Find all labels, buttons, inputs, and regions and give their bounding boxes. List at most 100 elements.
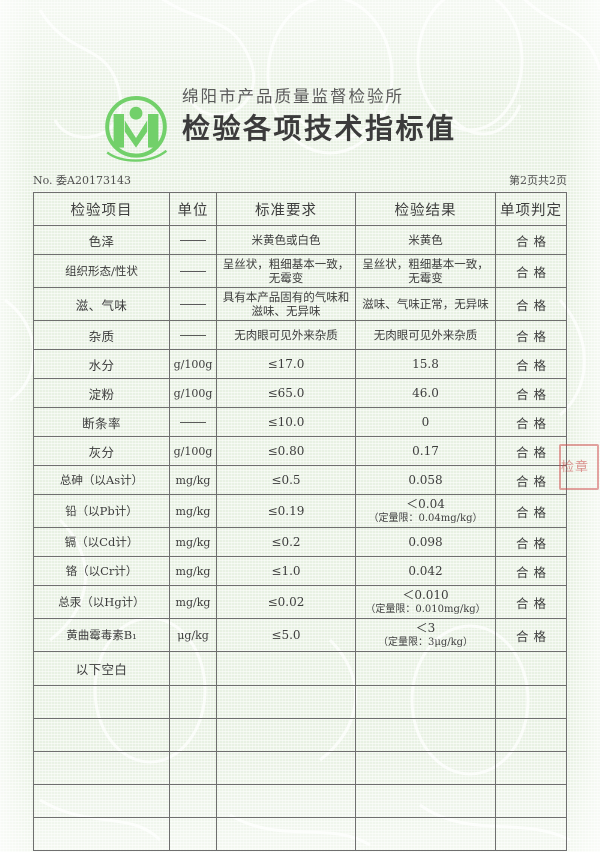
empty-cell (216, 817, 356, 851)
cell-item: 杂质 (33, 320, 170, 350)
result-quantitation-limit: （定量限：0.04mg/kg） (368, 512, 483, 524)
column-header-judgement: 单项判定 (495, 192, 567, 226)
empty-cell (33, 751, 170, 785)
table-header-row: 检验项目 单位 标准要求 检验结果 单项判定 (33, 192, 567, 226)
empty-row (33, 751, 567, 785)
cell-item: 组织形态/性状 (33, 254, 170, 288)
cell-result: 0.042 (355, 556, 496, 586)
cell-result: ＜3 （定量限：3μg/kg） (355, 618, 496, 652)
cell-item: 灰分 (33, 436, 170, 466)
result-value: ＜0.010 (402, 588, 449, 603)
blank-marker-row: 以下空白 (33, 651, 567, 686)
dash-icon (180, 335, 206, 336)
dash-icon (180, 271, 206, 272)
cell-unit: mg/kg (169, 585, 217, 619)
cell-standard: 米黄色或白色 (216, 225, 356, 255)
empty-cell-judgement (495, 651, 567, 686)
cell-standard: ≤5.0 (216, 618, 356, 652)
cell-standard: 呈丝状，粗细基本一致，无霉变 (216, 254, 356, 288)
cell-judgement: 合格 (495, 254, 567, 288)
table-row: 灰分 g/100g ≤0.80 0.17 合格 (33, 436, 567, 466)
cell-unit (169, 320, 217, 350)
table-row: 总砷（以As计） mg/kg ≤0.5 0.058 合格 (33, 465, 567, 495)
dash-icon (180, 304, 206, 305)
cell-result: 滋味、气味正常，无异味 (355, 287, 496, 321)
empty-cell (169, 751, 217, 785)
empty-cell (169, 817, 217, 851)
cell-item: 色泽 (33, 225, 170, 255)
empty-cell (33, 784, 170, 818)
cell-result: 0 (355, 407, 496, 437)
cell-unit (169, 225, 217, 255)
empty-cell (216, 751, 356, 785)
table-row: 杂质 无肉眼可见外来杂质 无肉眼可见外来杂质 合格 (33, 320, 567, 350)
dash-icon (180, 422, 206, 423)
cell-judgement: 合格 (495, 556, 567, 586)
empty-row (33, 718, 567, 752)
cell-standard: ≤0.19 (216, 494, 356, 528)
cell-judgement: 合格 (495, 407, 567, 437)
cell-result: 0.17 (355, 436, 496, 466)
empty-cell (33, 817, 170, 851)
empty-cell (33, 718, 170, 752)
empty-cell-result (355, 651, 496, 686)
page-number: 第2页共2页 (509, 174, 567, 187)
cell-unit: g/100g (169, 436, 217, 466)
cell-standard: ≤0.80 (216, 436, 356, 466)
result-value: ＜0.04 (406, 497, 445, 512)
cell-item: 水分 (33, 349, 170, 379)
cell-judgement: 合格 (495, 494, 567, 528)
table-row: 铬（以Cr计） mg/kg ≤1.0 0.042 合格 (33, 556, 567, 586)
table-row: 断条率 ≤10.0 0 合格 (33, 407, 567, 437)
cell-unit: g/100g (169, 349, 217, 379)
cell-standard: ≤65.0 (216, 378, 356, 408)
cell-standard: ≤10.0 (216, 407, 356, 437)
cell-judgement: 合格 (495, 287, 567, 321)
empty-cell (169, 718, 217, 752)
cell-standard: ≤0.02 (216, 585, 356, 619)
cell-standard: 无肉眼可见外来杂质 (216, 320, 356, 350)
cell-judgement: 合格 (495, 465, 567, 495)
column-header-result: 检验结果 (355, 192, 496, 226)
cell-result: ＜0.010 （定量限：0.010mg/kg） (355, 585, 496, 619)
table-row: 淀粉 g/100g ≤65.0 46.0 合格 (33, 378, 567, 408)
cell-judgement: 合格 (495, 378, 567, 408)
empty-row (33, 685, 567, 719)
table-body: 色泽 米黄色或白色 米黄色 合格 组织形态/性状 呈丝状，粗细基本一致，无霉变 呈丝状，粗细… (33, 225, 567, 851)
document-title: 检验各项技术指标值 (182, 112, 457, 146)
empty-cell (355, 817, 496, 851)
inspection-institute-logo-icon (105, 96, 168, 162)
cell-standard: ≤0.5 (216, 465, 356, 495)
dash-icon (180, 240, 206, 241)
cell-result: 呈丝状，粗细基本一致，无霉变 (355, 254, 496, 288)
cell-judgement: 合格 (495, 349, 567, 379)
empty-cell (495, 751, 567, 785)
cell-result: 46.0 (355, 378, 496, 408)
result-quantitation-limit: （定量限：3μg/kg） (377, 636, 474, 648)
empty-cell-standard (216, 651, 356, 686)
empty-cell (495, 718, 567, 752)
cell-unit: mg/kg (169, 465, 217, 495)
cell-result: 无肉眼可见外来杂质 (355, 320, 496, 350)
cell-standard: ≤17.0 (216, 349, 356, 379)
cell-judgement: 合格 (495, 585, 567, 619)
cell-unit: mg/kg (169, 527, 217, 557)
document-number: No. 委A20173143 (33, 174, 131, 187)
empty-cell (495, 784, 567, 818)
table-row: 黄曲霉毒素B₁ μg/kg ≤5.0 ＜3 （定量限：3μg/kg） 合格 (33, 618, 567, 652)
empty-cell (495, 817, 567, 851)
cell-item: 铬（以Cr计） (33, 556, 170, 586)
document-header: 绵阳市产品质量监督检验所 检验各项技术指标值 (0, 78, 600, 174)
cell-unit: μg/kg (169, 618, 217, 652)
cell-result: 15.8 (355, 349, 496, 379)
empty-row (33, 784, 567, 818)
cell-item: 黄曲霉毒素B₁ (33, 618, 170, 652)
result-value: ＜3 (415, 621, 436, 636)
column-header-item: 检验项目 (33, 192, 170, 226)
cell-standard: ≤0.2 (216, 527, 356, 557)
cell-unit: mg/kg (169, 556, 217, 586)
cell-item: 铅（以Pb计） (33, 494, 170, 528)
empty-cell (33, 685, 170, 719)
cell-unit (169, 254, 217, 288)
